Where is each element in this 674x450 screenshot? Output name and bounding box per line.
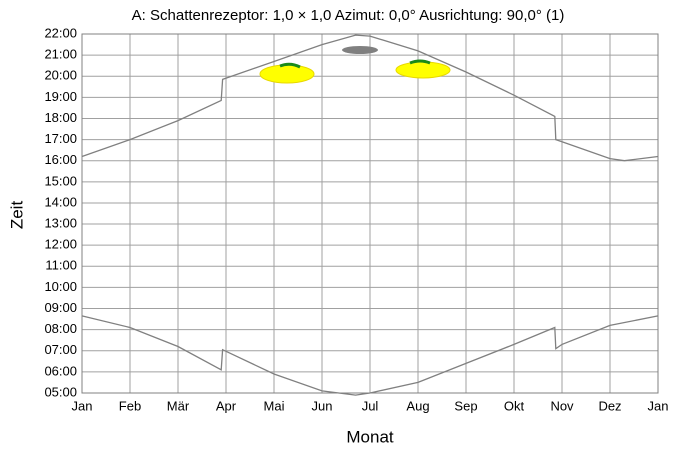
line <box>81 34 659 162</box>
x-tick-label: Nov <box>550 398 574 413</box>
y-axis-label: Zeit <box>7 201 26 230</box>
y-tick-label: 08:00 <box>44 321 77 336</box>
x-tick-label: Mai <box>264 398 285 413</box>
y-tick-label: 20:00 <box>44 68 77 83</box>
y-tick-label: 21:00 <box>44 47 77 62</box>
x-tick-label: Jul <box>362 398 379 413</box>
shadow-region <box>342 46 378 54</box>
shadow-regions <box>259 46 451 84</box>
y-tick-label: 05:00 <box>44 384 77 399</box>
shadow-region <box>259 64 315 84</box>
y-tick-label: 09:00 <box>44 300 77 315</box>
x-tick-label: Feb <box>119 398 141 413</box>
y-tick-label: 12:00 <box>44 237 77 252</box>
x-tick-label: Sep <box>454 398 477 413</box>
y-tick-label: 10:00 <box>44 279 77 294</box>
x-tick-label: Mär <box>167 398 190 413</box>
y-tick-label: 06:00 <box>44 363 77 378</box>
shadow-region-edge <box>409 59 431 65</box>
x-tick-label: Jan <box>72 398 93 413</box>
x-axis-label: Monat <box>346 427 394 446</box>
line <box>81 315 659 396</box>
y-tick-label: 15:00 <box>44 173 77 188</box>
y-tick-label: 16:00 <box>44 152 77 167</box>
y-tick-label: 19:00 <box>44 89 77 104</box>
x-tick-label: Dez <box>598 398 621 413</box>
chart-title: A: Schattenrezeptor: 1,0 × 1,0 Azimut: 0… <box>132 7 565 24</box>
shadow-region <box>395 61 451 79</box>
y-tick-label: 14:00 <box>44 194 77 209</box>
y-tick-label: 18:00 <box>44 110 77 125</box>
y-tick-label: 13:00 <box>44 215 77 230</box>
y-tick-label: 17:00 <box>44 131 77 146</box>
x-tick-label: Jun <box>312 398 333 413</box>
x-tick-label: Jan <box>648 398 669 413</box>
y-tick-label: 07:00 <box>44 342 77 357</box>
y-tick-label: 11:00 <box>45 258 77 273</box>
y-tick-label: 22:00 <box>44 25 77 40</box>
shadow-region-edge <box>279 62 301 69</box>
x-tick-label: Okt <box>504 398 525 413</box>
grid <box>81 33 659 394</box>
x-tick-label: Aug <box>406 398 429 413</box>
x-tick-label: Apr <box>216 398 237 413</box>
